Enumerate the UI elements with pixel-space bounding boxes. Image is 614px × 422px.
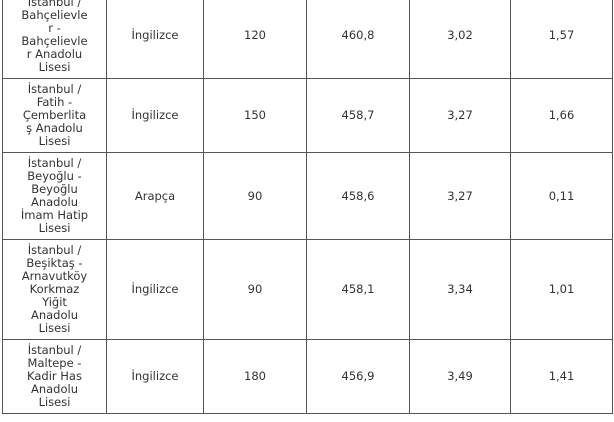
school-name: İstanbul / Fatih - Çemberlitaş Anadolu L… [2,78,107,153]
percentile: 3,49 [409,339,511,414]
quota: 150 [203,78,307,153]
percentile: 3,02 [409,0,511,79]
score: 458,6 [306,152,410,240]
table-row: İstanbul / Fatih - Çemberlitaş Anadolu L… [2,78,613,153]
language: Arapça [106,152,204,240]
percentile-2: 0,11 [510,152,613,240]
percentile-2: 1,66 [510,78,613,153]
percentile: 3,27 [409,78,511,153]
percentile: 3,27 [409,152,511,240]
language: İngilizce [106,339,204,414]
language: İngilizce [106,78,204,153]
score: 458,7 [306,78,410,153]
table-row: İstanbul / Beyoğlu - Beyoğlu Anadolu İma… [2,152,613,240]
percentile-2: 1,01 [510,239,613,340]
percentile-2: 1,57 [510,0,613,79]
language: İngilizce [106,239,204,340]
school-name: İstanbul / Bahçelievler - Bahçelievler A… [2,0,107,79]
school-name: İstanbul / Beyoğlu - Beyoğlu Anadolu İma… [2,152,107,240]
quota: 120 [203,0,307,79]
table-row: İstanbul / Maltepe - Kadir Has Anadolu L… [2,339,613,414]
percentile: 3,34 [409,239,511,340]
table-row: İstanbul / Bahçelievler - Bahçelievler A… [2,0,613,79]
school-name: İstanbul / Beşiktaş - Arnavutköy Korkmaz… [2,239,107,340]
table-row: İstanbul / Beşiktaş - Arnavutköy Korkmaz… [2,239,613,340]
quota: 180 [203,339,307,414]
score: 460,8 [306,0,410,79]
score: 458,1 [306,239,410,340]
school-name: İstanbul / Maltepe - Kadir Has Anadolu L… [2,339,107,414]
language: İngilizce [106,0,204,79]
data-table: İstanbul / Bahçelievler - Bahçelievler A… [2,0,613,414]
quota: 90 [203,152,307,240]
quota: 90 [203,239,307,340]
percentile-2: 1,41 [510,339,613,414]
score: 456,9 [306,339,410,414]
